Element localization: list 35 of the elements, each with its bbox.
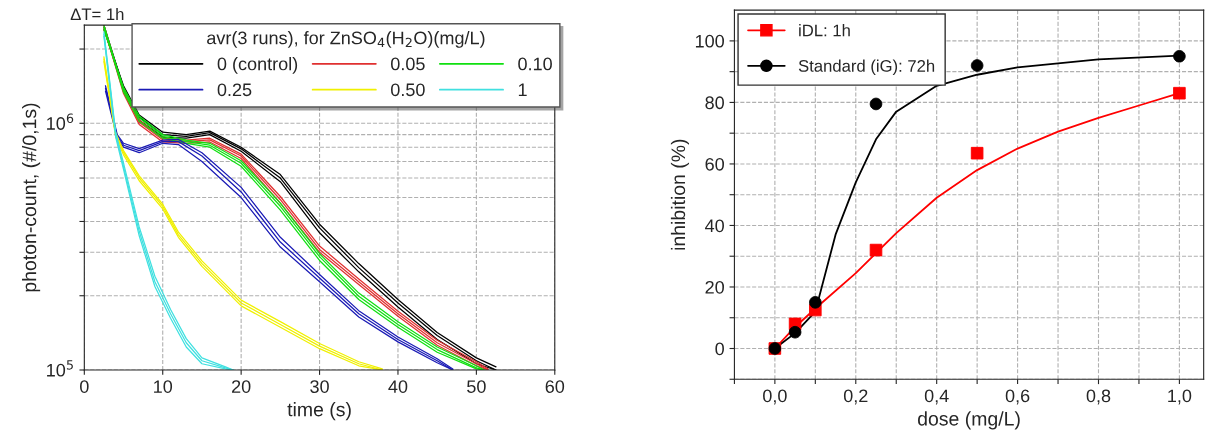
text: ΔT= 1h: [70, 7, 124, 20]
legend-title: avr(3 runs), for ZnSO$_{4}$(H$_{2}$O)(mg/L): [207, 31, 485, 48]
legend-label: Standard (iG): 72h: [798, 59, 935, 76]
y-tick-label: 10$^{6}$: [47, 113, 74, 130]
x-tick-label: 40: [388, 380, 408, 393]
x-tick-label: 50: [467, 380, 486, 393]
x-axis-title: dose (mg/L): [918, 411, 1020, 430]
legend-label: 1: [518, 83, 527, 96]
x-tick-label: 20: [232, 380, 251, 393]
x-tick-label: 0: [80, 380, 89, 393]
y-tick-label: 0: [715, 342, 724, 356]
legend-label: 0 (control): [217, 57, 298, 74]
legend-label: iDL: 1h: [799, 24, 850, 37]
y-tick-label: 100: [695, 34, 724, 48]
x-axis-title: time (s): [287, 402, 351, 421]
legend-label: 0.05: [391, 57, 425, 71]
y-tick-label: 40: [705, 219, 724, 233]
x-tick-label: 0,2: [843, 389, 868, 405]
x-tick-label: 0,0: [763, 389, 787, 405]
y-axis-title: inhibition (%): [670, 139, 690, 250]
y-axis-title: photon-count, (#/0,1s): [22, 103, 41, 292]
y-tick-label: 80: [705, 96, 724, 110]
x-tick-label: 10: [154, 380, 173, 393]
x-tick-label: 0,6: [1005, 389, 1030, 405]
y-tick-label: 10$^{5}$: [47, 360, 73, 377]
legend-label: 0.50: [391, 83, 425, 97]
y-tick-label: 20: [705, 280, 724, 294]
x-tick-label: 0,4: [924, 389, 949, 405]
x-tick-label: 0,8: [1086, 389, 1111, 405]
x-tick-label: 30: [310, 380, 329, 393]
y-tick-label: 60: [705, 157, 724, 171]
x-tick-label: 60: [545, 380, 565, 393]
legend-label: 0.10: [518, 57, 552, 71]
legend-label: 0.25: [217, 83, 252, 97]
x-tick-label: 1,0: [1168, 389, 1192, 405]
